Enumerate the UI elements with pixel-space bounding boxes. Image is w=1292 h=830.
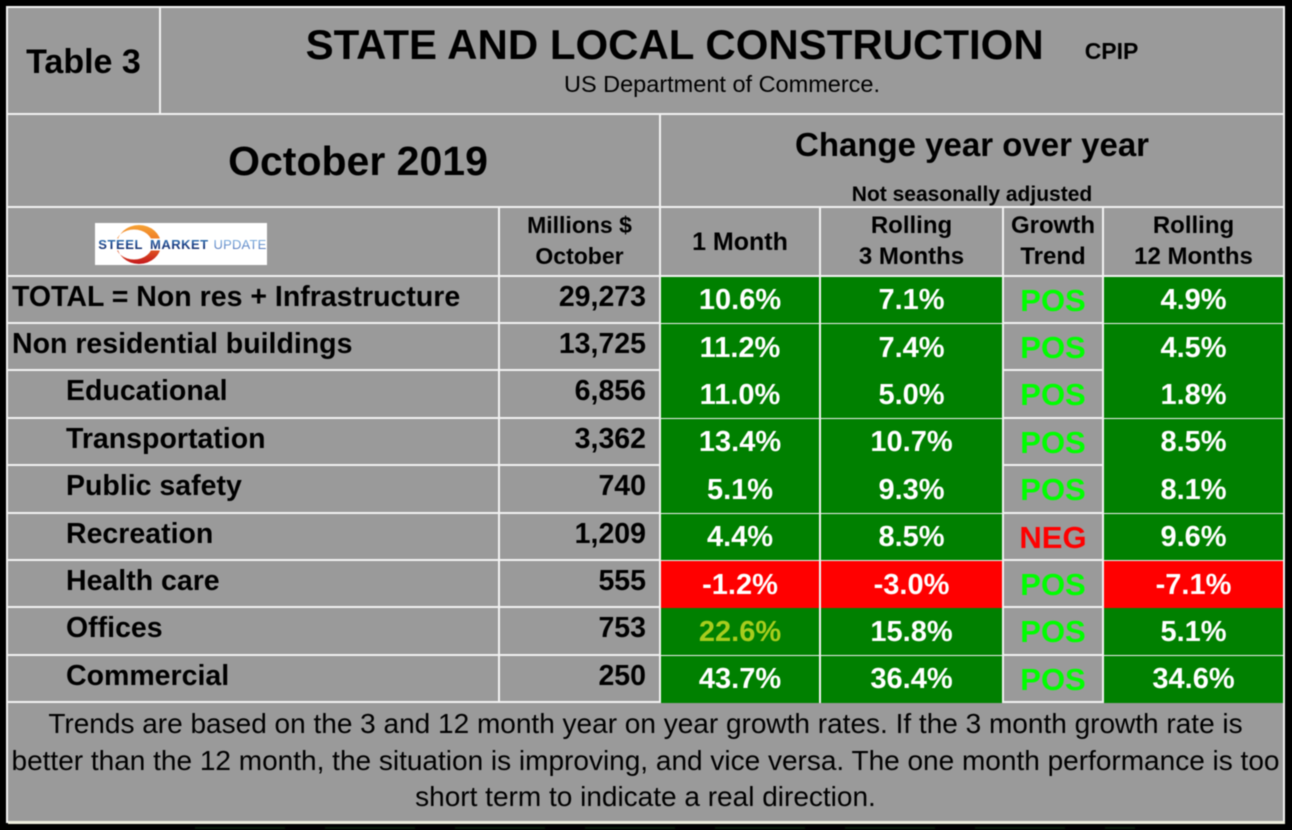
svg-text:MARKET: MARKET (150, 237, 209, 252)
svg-text:STEEL: STEEL (98, 237, 143, 252)
svg-text:UPDATE: UPDATE (214, 237, 267, 252)
